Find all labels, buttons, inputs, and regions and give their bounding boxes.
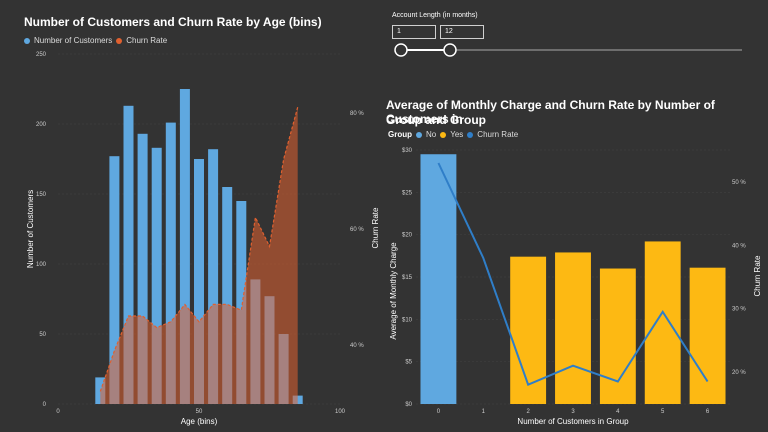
group-x-tick-label: 5 — [661, 409, 665, 415]
age-customer-bar — [123, 105, 134, 405]
legend-label-yes: Yes — [450, 130, 464, 139]
age-y2-axis-label: Churn Rate — [371, 207, 380, 248]
age-x-axis-label: Age (bins) — [181, 417, 218, 426]
slicer-min-input[interactable]: 1 — [392, 25, 436, 39]
group-y-tick-label: $25 — [402, 190, 413, 196]
age-customer-bar — [208, 149, 219, 404]
age-y-axis-label: Number of Customers — [26, 190, 35, 268]
legend-dot-yes — [440, 131, 447, 138]
age-y-tick-label: 0 — [43, 402, 47, 408]
group-x-tick-label: 0 — [437, 409, 441, 415]
group-chart-legend: Group No Yes Churn Rate — [388, 130, 518, 139]
group-x-tick-label: 1 — [482, 409, 486, 415]
age-customer-bar — [137, 133, 148, 405]
age-customer-bar — [222, 187, 233, 404]
legend-label-customers: Number of Customers — [34, 36, 113, 45]
group-x-axis-label: Number of Customers in Group — [517, 417, 629, 426]
legend-dot-no — [416, 131, 422, 138]
age-customer-bar — [179, 89, 190, 404]
age-y2-tick-label: 40 % — [350, 343, 364, 349]
group-churn-line — [437, 162, 709, 387]
age-customer-bar — [109, 156, 120, 404]
group-x-tick-label: 3 — [571, 409, 575, 415]
legend-dot-churn — [116, 37, 123, 44]
group-chart-title-line2: Group and Group — [386, 113, 486, 127]
group-y-tick-label: $15 — [402, 275, 413, 281]
group-x-tick-label: 6 — [706, 409, 710, 415]
age-y-tick-label: 200 — [36, 122, 47, 128]
group-no-bar — [420, 154, 457, 404]
legend-dot-customers — [24, 37, 30, 44]
age-y-tick-label: 100 — [36, 262, 47, 268]
group-y-axis-label: Average of Monthly Charge — [389, 242, 398, 340]
age-chart-legend: Number of Customers Churn Rate — [24, 36, 167, 45]
legend-dot-churnrate — [467, 131, 474, 138]
group-y2-tick-label: 30 % — [732, 307, 746, 313]
group-y2-tick-label: 40 % — [732, 243, 746, 249]
group-yes-bar — [644, 241, 681, 404]
age-customer-bar — [151, 147, 162, 405]
age-x-tick-label: 0 — [56, 409, 60, 415]
legend-label-churnrate: Churn Rate — [477, 130, 519, 139]
group-x-tick-label: 2 — [526, 409, 530, 415]
age-y-tick-label: 150 — [36, 192, 47, 198]
group-y2-tick-label: 20 % — [732, 370, 746, 376]
age-customer-bar — [165, 122, 176, 404]
age-x-tick-label: 100 — [335, 409, 346, 415]
age-y-tick-label: 250 — [36, 52, 47, 58]
group-yes-bar — [689, 267, 726, 404]
legend-label-churn: Churn Rate — [126, 36, 168, 45]
group-y-tick-label: $5 — [405, 360, 412, 366]
group-chart-title-line1: Average of Monthly Charge and Churn Rate… — [386, 98, 715, 126]
age-y2-tick-label: 80 % — [350, 111, 364, 117]
age-y-tick-label: 50 — [39, 332, 46, 338]
group-y2-tick-label: 50 % — [732, 180, 746, 186]
group-legend-title: Group — [388, 130, 412, 139]
age-churn-line — [99, 107, 299, 392]
group-y-tick-label: $30 — [402, 148, 413, 154]
age-x-tick-label: 50 — [196, 409, 203, 415]
group-y-tick-label: $10 — [402, 317, 413, 323]
age-customer-bar — [194, 159, 204, 404]
age-churn-area — [100, 107, 298, 404]
legend-label-no: No — [426, 130, 437, 139]
group-y-tick-label: $20 — [402, 233, 413, 239]
group-y-tick-label: $0 — [405, 402, 412, 408]
age-customer-bar — [236, 201, 247, 404]
group-yes-bar — [599, 268, 636, 404]
slicer-max-input[interactable]: 12 — [440, 25, 484, 39]
group-x-tick-label: 4 — [616, 409, 620, 415]
age-y2-tick-label: 60 % — [350, 227, 364, 233]
age-chart-title: Number of Customers and Churn Rate by Ag… — [24, 15, 322, 29]
slicer-label: Account Length (in months) — [392, 12, 478, 19]
group-y2-axis-label: Churn Rate — [753, 255, 762, 296]
group-yes-bar — [555, 252, 591, 404]
